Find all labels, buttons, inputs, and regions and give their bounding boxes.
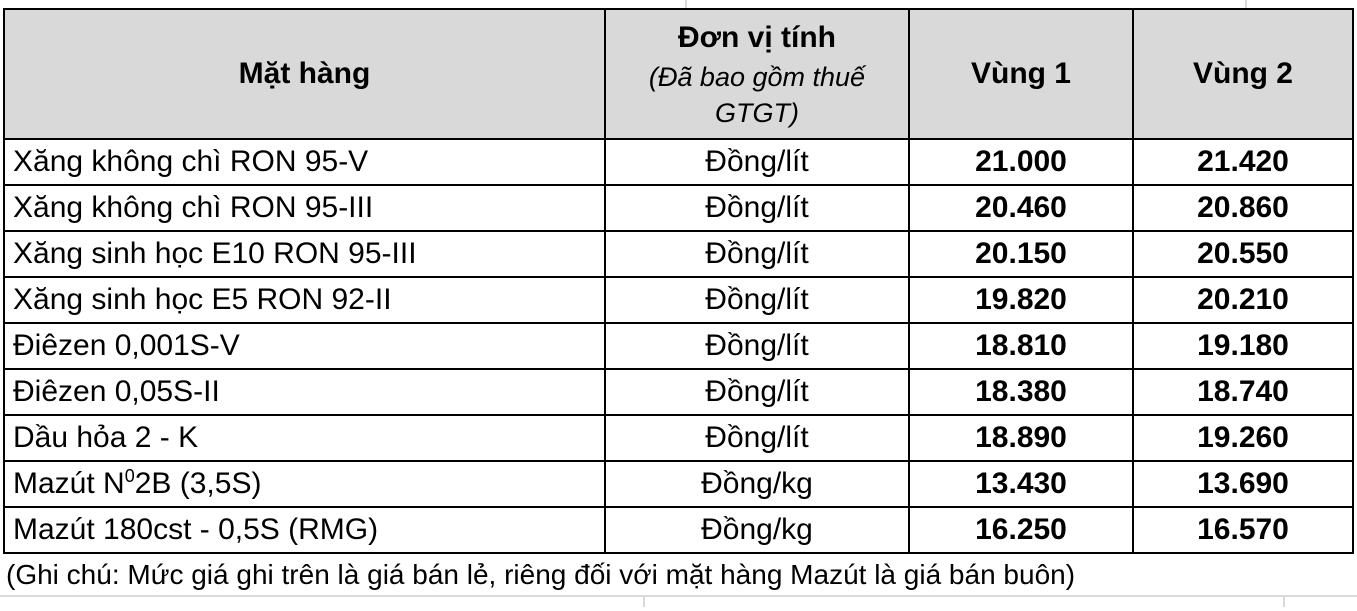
unit-cell: Đồng/lít [604, 276, 910, 324]
region1-cell: 20.150 [908, 230, 1134, 278]
table-row: Mazút 180cst - 0,5S (RMG) Đồng/kg 16.250 16… [3, 506, 1354, 554]
region2-cell: 21.420 [1132, 138, 1354, 186]
header-region2: Vùng 2 [1132, 8, 1354, 140]
unit-cell: Đồng/lít [604, 138, 910, 186]
unit-cell: Đồng/lít [604, 322, 910, 370]
table-row: Dầu hỏa 2 - K Đồng/lít 18.890 19.260 [3, 414, 1354, 462]
region1-cell: 16.250 [908, 506, 1134, 554]
product-cell: Xăng không chì RON 95-V [3, 138, 606, 186]
product-cell: Xăng sinh học E5 RON 92-II [3, 276, 606, 324]
region2-cell: 18.740 [1132, 368, 1354, 416]
product-cell: Điêzen 0,05S-II [3, 368, 606, 416]
region1-cell: 21.000 [908, 138, 1134, 186]
product-cell: Mazút N02B (3,5S) [3, 460, 606, 508]
region1-cell: 18.380 [908, 368, 1134, 416]
header-unit-subtitle: (Đã bao gồm thuế GTGT) [648, 61, 866, 128]
product-cell: Điêzen 0,001S-V [3, 322, 606, 370]
table-row: Xăng không chì RON 95-III Đồng/lít 20.460 2… [3, 184, 1354, 232]
region1-cell: 20.460 [908, 184, 1134, 232]
header-product: Mặt hàng [3, 8, 606, 140]
region2-cell: 19.180 [1132, 322, 1354, 370]
region2-cell: 19.260 [1132, 414, 1354, 462]
sheet-gridline-v [1245, 0, 1247, 8]
footnote: (Ghi chú: Mức giá ghi trên là giá bán lẻ… [6, 558, 1076, 590]
region2-cell: 20.550 [1132, 230, 1354, 278]
unit-cell: Đồng/kg [604, 506, 910, 554]
sheet-gridline-v [1283, 597, 1285, 607]
unit-cell: Đồng/lít [604, 230, 910, 278]
sheet-gridline-h [0, 595, 1357, 597]
region1-cell: 18.890 [908, 414, 1134, 462]
unit-cell: Đồng/lít [604, 184, 910, 232]
unit-cell: Đồng/kg [604, 460, 910, 508]
sheet-gridline-v [685, 0, 687, 8]
table-body: Xăng không chì RON 95-V Đồng/lít 21.000 21.… [3, 138, 1354, 554]
fuel-price-table: Mặt hàng Đơn vị tính (Đã bao gồm thuế GT… [3, 8, 1354, 554]
region2-cell: 13.690 [1132, 460, 1354, 508]
product-cell: Xăng không chì RON 95-III [3, 184, 606, 232]
header-unit: Đơn vị tính (Đã bao gồm thuế GTGT) [604, 8, 910, 140]
table-row: Điêzen 0,05S-II Đồng/lít 18.380 18.740 [3, 368, 1354, 416]
product-cell: Xăng sinh học E10 RON 95-III [3, 230, 606, 278]
table-row: Điêzen 0,001S-V Đồng/lít 18.810 19.180 [3, 322, 1354, 370]
region1-cell: 18.810 [908, 322, 1134, 370]
table-row: Xăng không chì RON 95-V Đồng/lít 21.000 21.… [3, 138, 1354, 186]
header-region1: Vùng 1 [908, 8, 1134, 140]
product-cell: Mazút 180cst - 0,5S (RMG) [3, 506, 606, 554]
table-row: Xăng sinh học E5 RON 92-II Đồng/lít 19.820… [3, 276, 1354, 324]
region2-cell: 20.210 [1132, 276, 1354, 324]
sheet-margin-top [0, 0, 1357, 8]
superscript: 0 [124, 466, 135, 486]
region2-cell: 16.570 [1132, 506, 1354, 554]
region1-cell: 19.820 [908, 276, 1134, 324]
table-row: Mazút N02B (3,5S) Đồng/kg 13.430 13.690 [3, 460, 1354, 508]
sheet-margin-bottom [0, 597, 1357, 607]
sheet-gridline-v [643, 597, 645, 607]
header-row: Mặt hàng Đơn vị tính (Đã bao gồm thuế GT… [3, 8, 1354, 140]
region1-cell: 13.430 [908, 460, 1134, 508]
product-cell: Dầu hỏa 2 - K [3, 414, 606, 462]
region2-cell: 20.860 [1132, 184, 1354, 232]
table-row: Xăng sinh học E10 RON 95-III Đồng/lít 20.1… [3, 230, 1354, 278]
header-unit-title: Đơn vị tính [678, 20, 836, 54]
unit-cell: Đồng/lít [604, 368, 910, 416]
table-header: Mặt hàng Đơn vị tính (Đã bao gồm thuế GT… [3, 8, 1354, 140]
unit-cell: Đồng/lít [604, 414, 910, 462]
